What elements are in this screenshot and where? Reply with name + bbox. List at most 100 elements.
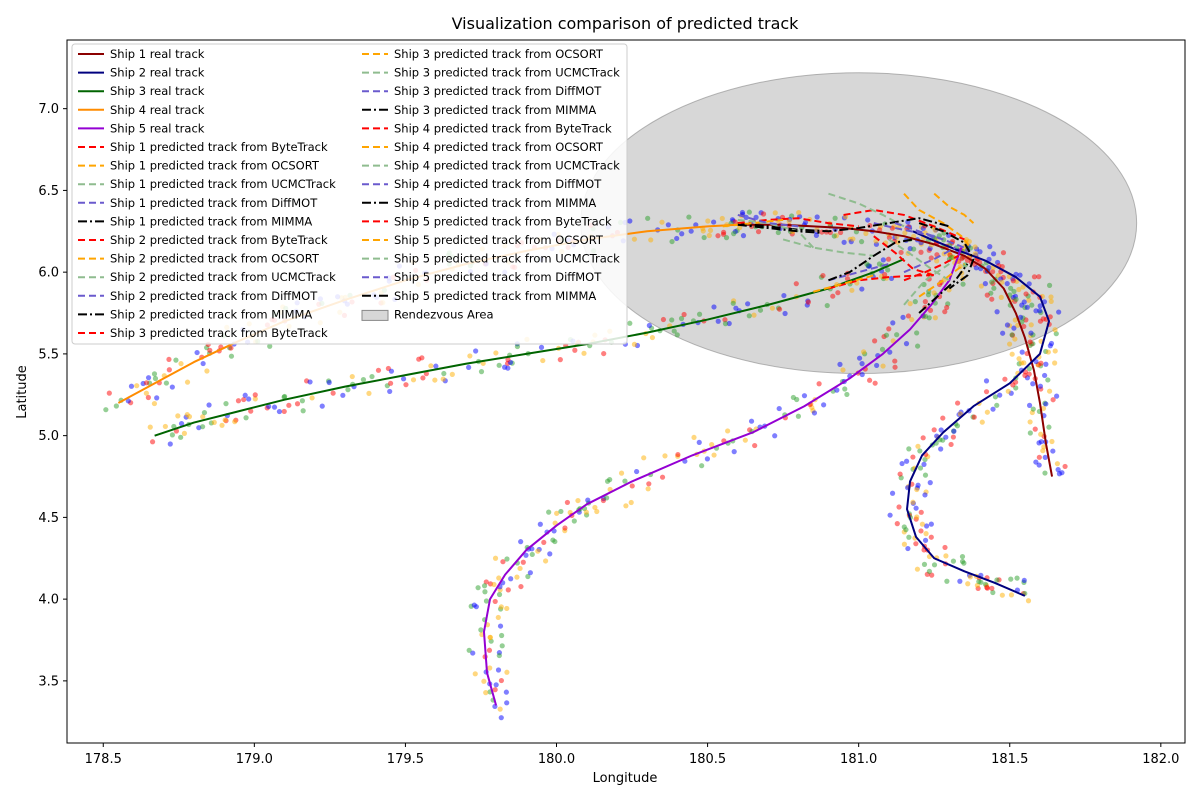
detection-point	[495, 667, 502, 673]
series-line	[903, 193, 972, 249]
detection-point	[984, 584, 990, 590]
detection-point	[921, 461, 927, 467]
detection-point	[726, 320, 732, 327]
detection-point	[955, 400, 961, 406]
detection-point	[859, 286, 865, 292]
detection-point	[991, 285, 997, 291]
detection-point	[994, 577, 1000, 583]
x-axis-ticks: 178.5 179.0 179.5 180.0 180.5 181.0 181.5 182.0	[85, 743, 1179, 767]
detection-point	[1032, 426, 1038, 432]
detection-point	[1027, 430, 1033, 436]
y-tick-label: 5.5	[38, 347, 59, 362]
detection-point	[906, 446, 912, 452]
detection-point	[693, 222, 699, 228]
detection-point	[951, 428, 957, 434]
detection-point	[252, 392, 258, 398]
detection-point	[1052, 327, 1058, 333]
detection-point	[917, 448, 923, 454]
detection-point	[821, 402, 827, 408]
detection-point	[911, 246, 917, 252]
detection-point	[986, 256, 992, 262]
detection-point	[844, 391, 850, 398]
detection-point	[466, 364, 472, 370]
detection-point	[627, 218, 633, 224]
detection-point	[1029, 302, 1035, 308]
series-line	[828, 192, 905, 228]
detection-point	[326, 379, 332, 386]
detection-point	[527, 570, 533, 576]
x-tick-label: 182.0	[1142, 752, 1179, 767]
detection-point	[478, 369, 485, 375]
detection-point	[143, 380, 150, 386]
detection-point	[125, 398, 131, 404]
detection-point	[982, 281, 988, 287]
detection-point	[966, 238, 972, 245]
detection-point	[504, 605, 510, 612]
detection-point	[1040, 405, 1047, 412]
detection-point	[907, 301, 913, 307]
detection-point	[1028, 322, 1034, 328]
detection-point	[922, 313, 929, 319]
detection-point	[178, 420, 185, 427]
detection-point	[740, 233, 747, 239]
detection-point	[1011, 325, 1017, 331]
detection-point	[1043, 401, 1049, 407]
detection-point	[886, 235, 893, 241]
detection-point	[1027, 419, 1033, 425]
detection-point	[917, 465, 924, 471]
detection-point	[1019, 349, 1025, 355]
detection-point	[1046, 388, 1053, 394]
detection-point	[890, 320, 896, 326]
detection-point	[887, 512, 893, 518]
detection-point	[1004, 322, 1011, 328]
detection-point	[537, 521, 543, 527]
legend-label: Ship 5 predicted track from UCMCTrack	[394, 252, 620, 266]
detection-point	[1030, 381, 1036, 387]
detection-point	[517, 565, 523, 572]
detection-point	[723, 235, 730, 241]
detection-point	[742, 437, 748, 443]
detection-point	[622, 478, 628, 484]
series-line	[737, 217, 859, 228]
detection-point	[349, 373, 355, 380]
detection-point	[915, 443, 921, 449]
detection-point	[1062, 463, 1068, 470]
detection-point	[499, 643, 505, 649]
detection-point	[992, 394, 999, 400]
legend-label: Ship 1 predicted track from DiffMOT	[110, 196, 318, 210]
detection-point	[1028, 330, 1034, 336]
detection-point	[898, 249, 904, 256]
detection-point	[1002, 376, 1008, 382]
detection-point	[604, 478, 611, 484]
detection-point	[151, 371, 158, 377]
detection-point	[944, 304, 950, 311]
detection-point	[990, 406, 996, 412]
detection-point	[281, 408, 287, 415]
x-tick-label: 181.0	[840, 752, 877, 767]
detection-point	[984, 409, 990, 415]
detection-point	[859, 371, 865, 378]
detection-point	[471, 602, 477, 608]
x-tick-label: 181.5	[991, 752, 1028, 767]
detection-point	[497, 706, 503, 712]
detection-point	[211, 419, 217, 426]
detection-point	[972, 251, 978, 257]
detection-point	[943, 434, 949, 440]
legend-label: Ship 2 predicted track from ByteTrack	[110, 233, 328, 247]
y-tick-label: 5.0	[38, 429, 59, 444]
detection-point	[235, 398, 242, 404]
detection-point	[959, 553, 966, 560]
legend-label: Ship 1 predicted track from ByteTrack	[110, 140, 328, 154]
detection-point	[604, 495, 610, 501]
detection-point	[865, 217, 871, 223]
detection-point	[811, 410, 818, 416]
detection-point	[1037, 318, 1044, 324]
detection-point	[1012, 336, 1018, 342]
detection-point	[564, 499, 571, 506]
series-line	[903, 246, 956, 274]
detection-point	[801, 393, 808, 399]
detection-point	[1008, 576, 1014, 582]
detection-point	[1036, 274, 1042, 280]
detection-point	[149, 439, 156, 445]
